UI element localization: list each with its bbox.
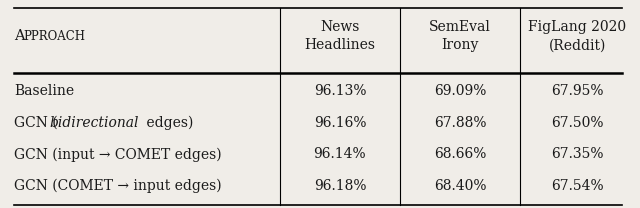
Text: 68.66%: 68.66% — [434, 147, 486, 161]
Text: 96.18%: 96.18% — [314, 179, 366, 193]
Text: 67.54%: 67.54% — [551, 179, 604, 193]
Text: Baseline: Baseline — [14, 84, 74, 98]
Text: FigLang 2020
(Reddit): FigLang 2020 (Reddit) — [528, 20, 627, 52]
Text: A: A — [14, 29, 25, 43]
Text: edges): edges) — [142, 115, 193, 130]
Text: News
Headlines: News Headlines — [305, 20, 376, 52]
Text: GCN (COMET → input edges): GCN (COMET → input edges) — [14, 179, 221, 193]
Text: 69.09%: 69.09% — [434, 84, 486, 98]
Text: 67.88%: 67.88% — [434, 115, 486, 130]
Text: 96.14%: 96.14% — [314, 147, 366, 161]
Text: 96.16%: 96.16% — [314, 115, 366, 130]
Text: PPROACH: PPROACH — [24, 30, 86, 43]
Text: 68.40%: 68.40% — [434, 179, 486, 193]
Text: 67.95%: 67.95% — [551, 84, 604, 98]
Text: GCN (input → COMET edges): GCN (input → COMET edges) — [14, 147, 221, 162]
Text: 96.13%: 96.13% — [314, 84, 366, 98]
Text: 67.35%: 67.35% — [551, 147, 604, 161]
Text: SemEval
Irony: SemEval Irony — [429, 20, 491, 52]
Text: 67.50%: 67.50% — [551, 115, 604, 130]
Text: bidirectional: bidirectional — [49, 115, 139, 130]
Text: GCN (: GCN ( — [14, 115, 58, 130]
